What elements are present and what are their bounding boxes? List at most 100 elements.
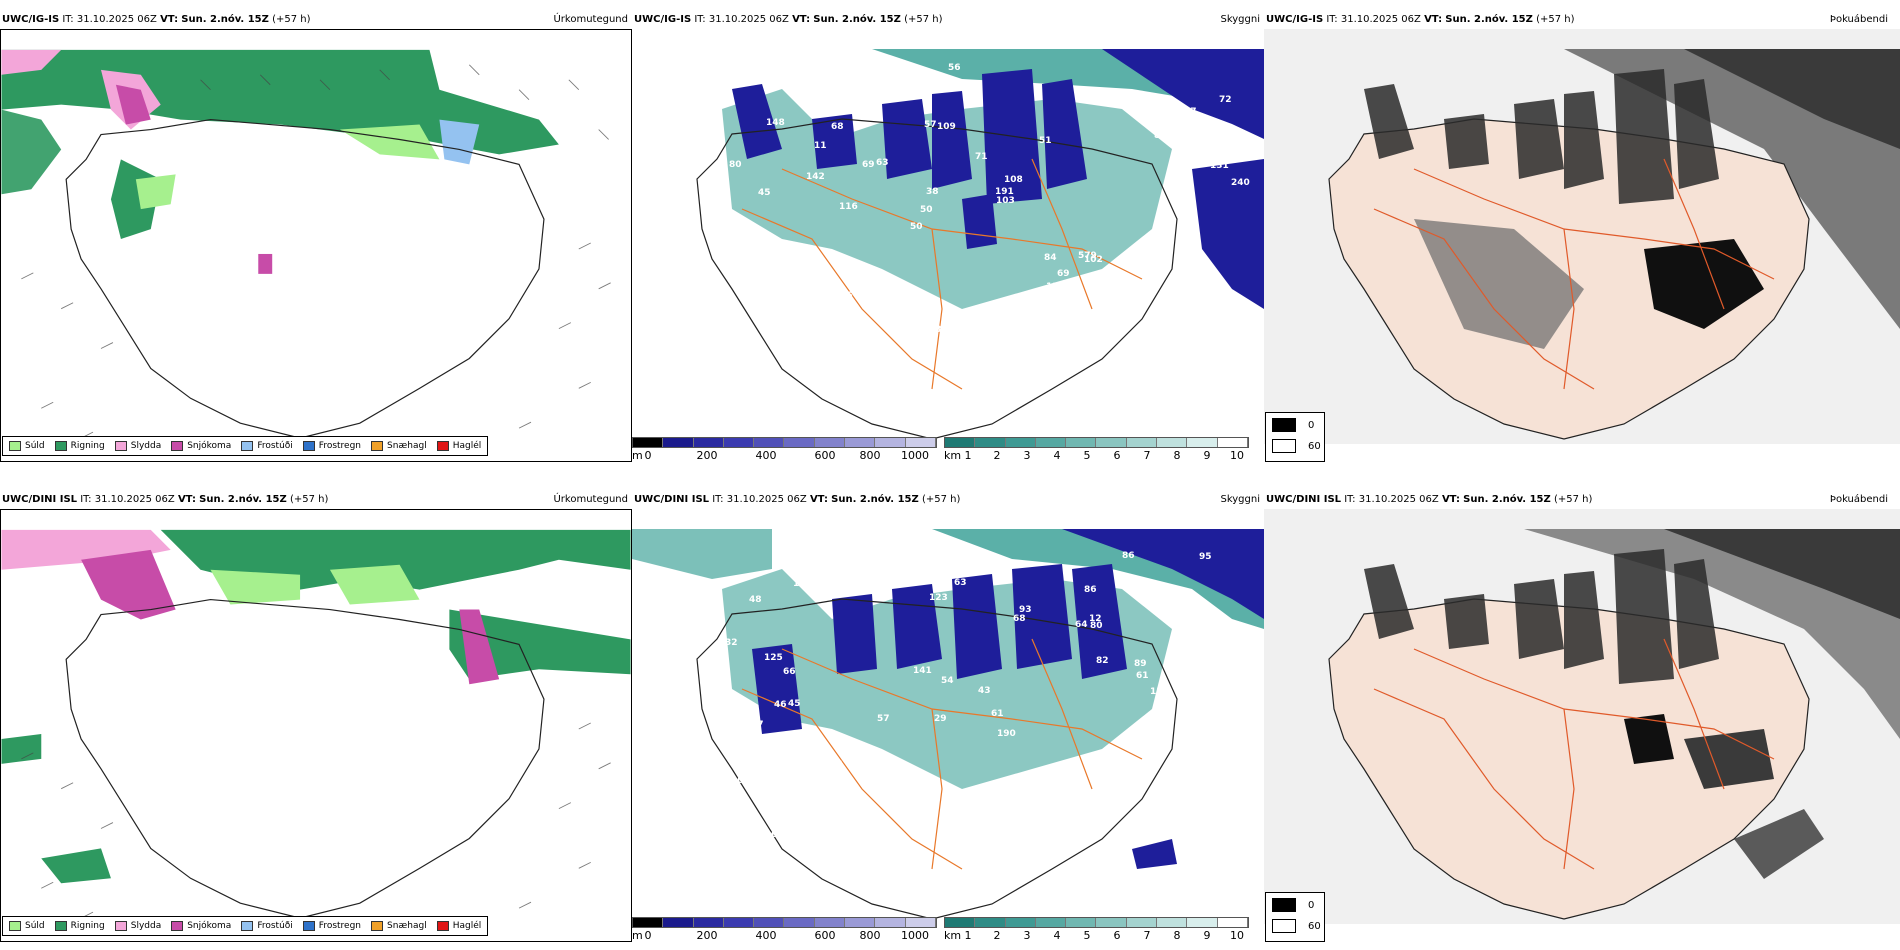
- altitude-colorbar: m 0 200 400 600 800 1000: [632, 917, 937, 942]
- legend-swatch: [54, 441, 67, 451]
- colorbar-cell: [905, 918, 936, 927]
- cloud-base-label: 125: [764, 653, 783, 663]
- cloud-base-label: 68: [1013, 614, 1026, 624]
- cloud-base-label: 148: [766, 118, 785, 128]
- panel-field-name: Skyggni: [1220, 14, 1260, 25]
- legend-swatch: [371, 441, 384, 451]
- cloud-base-label: 57: [960, 845, 973, 855]
- cloud-base-label: 51: [1039, 136, 1052, 146]
- cloud-base-label: 55: [1016, 858, 1029, 868]
- cloud-base-label: 72: [1219, 95, 1232, 105]
- panel-title: UWC/DINI ISL IT: 31.10.2025 06Z VT: Sun.…: [0, 492, 632, 508]
- precip-type-legend: Súld Rigning Slydda Snjókoma Frostúði Fr…: [2, 436, 489, 456]
- colorbar-cell: [1096, 438, 1127, 447]
- visibility-colorbar: km 1 2 3 4 5 6 7 8 9 10: [944, 437, 1249, 462]
- cloud-map[interactable]: 130 45 47 50 51 55 57 71 57 63 59 48 109 108 102 148 197…: [632, 29, 1264, 444]
- colorbar-cell: [754, 918, 785, 927]
- colorbar-cell: [784, 918, 815, 927]
- colorbar-cell: [633, 918, 664, 927]
- colorbar-cell: [1066, 918, 1097, 927]
- colorbar-cell: [1157, 918, 1188, 927]
- precip-map[interactable]: [0, 509, 632, 942]
- cloud-base-label: 93: [1140, 812, 1153, 822]
- precip-type-legend: Súld Rigning Slydda Snjókoma Frostúði Fr…: [2, 916, 489, 936]
- cloud-base-label: 66: [771, 830, 784, 840]
- cloud-base-label: 86: [1122, 551, 1135, 561]
- cloud-base-label: 46: [774, 700, 787, 710]
- cloud-base-label: 122: [1227, 774, 1246, 784]
- cloud-base-label: 136: [1046, 282, 1065, 292]
- cloud-base-label: 161: [979, 374, 998, 384]
- legend-swatch: [241, 441, 254, 451]
- cloud-base-label: 48: [818, 329, 831, 339]
- cloud-base-label: 150: [884, 860, 903, 870]
- precip-map[interactable]: [0, 29, 632, 462]
- colorbar-cell: [633, 438, 664, 447]
- visibility-colorbar: km 1 2 3 4 5 6 7 8 9 10: [944, 917, 1249, 942]
- colorbar-cell: [945, 438, 976, 447]
- colorbar-cell: [754, 438, 785, 447]
- cloud-base-label: 50: [910, 222, 923, 232]
- cloud-base-label: 579: [1078, 251, 1097, 261]
- cloud-base-label: 83: [757, 783, 770, 793]
- colorbar-cell: [845, 918, 876, 927]
- cloud-base-label: 56: [948, 63, 961, 73]
- cloud-base-label: 63: [876, 158, 889, 168]
- legend-swatch: [9, 441, 21, 451]
- colorbar-cell: [875, 918, 906, 927]
- legend-swatch: [1272, 418, 1296, 432]
- colorbar-cell: [1187, 918, 1218, 927]
- cloud-base-label: 45: [758, 188, 771, 198]
- legend-swatch: [9, 921, 21, 931]
- cloud-base-label: 45: [915, 829, 928, 839]
- colorbar-cell: [1157, 438, 1188, 447]
- cloud-base-label: 69: [862, 160, 875, 170]
- cloud-base-label: 63: [875, 560, 888, 570]
- colorbar-cell: [975, 918, 1006, 927]
- colorbar-cell: [1126, 918, 1158, 927]
- cloud-base-label: 96: [742, 363, 755, 373]
- cloud-base-label: 189: [1134, 356, 1153, 366]
- colorbar-cell: [1005, 438, 1036, 447]
- cloud-base-label: 171: [1169, 321, 1188, 331]
- colorbar-cell: [1126, 438, 1158, 447]
- legend-swatch: [241, 921, 254, 931]
- cloud-base-label: 71: [1127, 93, 1140, 103]
- cloud-base-label: 87: [751, 720, 764, 730]
- legend-swatch: [436, 441, 449, 451]
- cloud-base-label: 55: [783, 361, 796, 371]
- cloud-base-label: 109: [937, 122, 956, 132]
- cloud-base-label: 64: [1149, 808, 1162, 818]
- cloud-base-label: 56: [766, 845, 779, 855]
- cloud-base-label: 57: [924, 120, 937, 130]
- colorbar-cell: [845, 438, 876, 447]
- colorbar-cell: [784, 438, 815, 447]
- colorbar-cell: [1066, 438, 1097, 447]
- fog-index-legend: 0 60: [1265, 892, 1325, 942]
- legend-swatch: [114, 921, 127, 931]
- cloud-base-label: 29: [934, 714, 947, 724]
- colorbar-cell: [693, 438, 724, 447]
- cloud-base-label: 132: [1054, 789, 1073, 799]
- cloud-base-label: 131: [1150, 687, 1169, 697]
- legend-swatch: [436, 921, 449, 931]
- sun-map[interactable]: [1264, 509, 1900, 924]
- cloud-base-label: 105: [1176, 673, 1195, 683]
- panel-field-name: Þokuábendi: [1829, 494, 1888, 505]
- sun-map[interactable]: [1264, 29, 1900, 444]
- cloud-base-label: 11: [814, 141, 827, 151]
- cloud-base-label: 83: [1154, 131, 1167, 141]
- cloud-base-label: 86: [1184, 150, 1197, 160]
- colorbar-cell: [975, 438, 1006, 447]
- cloud-base-label: 123: [929, 593, 948, 603]
- legend-swatch: [171, 921, 184, 931]
- colorbar-cell: [663, 918, 694, 927]
- cloud-base-label: 32: [725, 638, 738, 648]
- cloud-base-label: 80: [1090, 621, 1103, 631]
- panel-field-name: Úrkomutegund: [553, 14, 628, 25]
- cloud-panel-row2: UWC/DINI ISL IT: 31.10.2025 06Z VT: Sun.…: [632, 492, 1264, 942]
- legend-swatch: [1272, 439, 1296, 453]
- cloud-base-label: 38: [926, 187, 939, 197]
- cloud-base-label: 80: [729, 160, 742, 170]
